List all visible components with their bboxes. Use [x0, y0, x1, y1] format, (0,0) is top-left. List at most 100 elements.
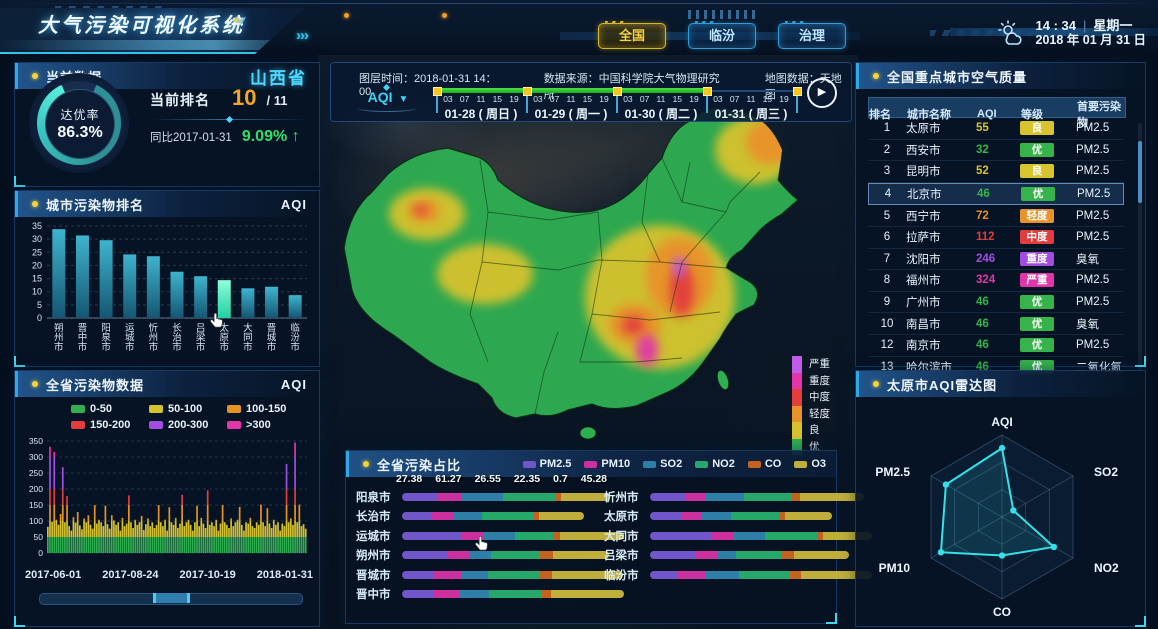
- mouse-cursor: [475, 535, 488, 551]
- timeline-marker[interactable]: [613, 87, 622, 96]
- sun-cloud-icon: [997, 20, 1022, 45]
- share-segment: [461, 492, 504, 501]
- header-streak: [950, 28, 1158, 36]
- share-row-临汾市[interactable]: 临汾市: [604, 565, 872, 585]
- share-segment: [402, 492, 438, 501]
- aqi-band-legend: 0-50 50-100 100-150 150-200 200-300 >300: [15, 397, 319, 431]
- yoy-value: 9.09% ↑: [241, 128, 300, 145]
- timeline-marker[interactable]: [793, 87, 802, 96]
- share-segment: [402, 590, 435, 599]
- svg-text:250: 250: [29, 468, 43, 478]
- share-segment: [793, 551, 849, 560]
- table-row-南昌市[interactable]: 10 南昌市 46 优臭氧: [868, 313, 1124, 335]
- panel-title: 太原市AQI雷达图: [887, 377, 998, 393]
- legend-item: 100-150: [227, 403, 305, 415]
- table-row-沈阳市[interactable]: 7 沈阳市 246 重度 臭氧: [868, 249, 1124, 271]
- table-row-南京市[interactable]: 12 南京市 46 优 PM2.5: [868, 335, 1124, 357]
- clock-separator: |: [1083, 18, 1087, 33]
- timeline-day[interactable]: 03 07 11 15 19 01-29 ( 周一 ): [533, 94, 609, 121]
- share-row-大同市[interactable]: 大同市: [604, 526, 872, 546]
- svg-text:50: 50: [34, 532, 44, 542]
- panel-pollution-share: 全省污染占比 PM2.5 PM10 SO2 NO2 CO O3 阳泉市 长治市 运城市 27.3…: [345, 450, 872, 624]
- timeline-boundary: [616, 87, 618, 113]
- svg-text:AQI: AQI: [991, 415, 1012, 429]
- share-segment: [800, 492, 865, 501]
- legend-item: 0-50: [71, 403, 149, 415]
- svg-text:忻州市: 忻州市: [149, 322, 159, 353]
- table-row-福州市[interactable]: 8 福州市 324 严重 PM2.5: [868, 270, 1124, 292]
- timeline-day[interactable]: 03 07 11 15 19 01-30 ( 周二 ): [623, 94, 699, 121]
- scrollbar-thumb[interactable]: [1138, 141, 1142, 203]
- tab-临汾[interactable]: 临汾: [688, 21, 756, 49]
- share-segment: [402, 551, 447, 560]
- table-row-北京市[interactable]: 4 北京市 46 优 PM2.5: [868, 182, 1124, 206]
- city-aqi-bar-chart[interactable]: 0 5 10 15 20 25 30 35 朔州市 晋中市 阳泉市 运城市 忻州市 长治市 吕梁市 太原市 大同…: [21, 218, 313, 364]
- header-bar: 大气污染可视化系统 ››› 全国 临汾 治理 14 : 34 | 星期一 2018 …: [0, 0, 1158, 55]
- level-badge: 优: [1020, 338, 1054, 353]
- share-segment: [735, 551, 781, 560]
- svg-text:10: 10: [32, 287, 42, 297]
- share-segment: [459, 590, 490, 599]
- panel-title: 全国重点城市空气质量: [887, 69, 1028, 85]
- share-segment: [743, 492, 793, 501]
- timeline-day[interactable]: 03 07 11 15 19 01-28 ( 周日 ): [443, 94, 519, 121]
- share-segment: [685, 492, 706, 501]
- share-row-运城市[interactable]: 运城市 27.38 61.27 26.55 22.35 0.7 45.28: [356, 473, 624, 546]
- timeline-day[interactable]: 03 07 11 15 19 01-31 ( 周三 ): [713, 94, 789, 121]
- aqi-radar-chart[interactable]: AQI SO2 NO2 CO PM10 PM2.5: [856, 399, 1145, 625]
- header-decor-ticks: [688, 10, 758, 19]
- share-row-长治市[interactable]: 长治市: [356, 507, 585, 527]
- slider-handle[interactable]: [152, 593, 191, 603]
- timeline-slider[interactable]: [39, 593, 303, 605]
- share-segment: [823, 531, 872, 540]
- share-segment: [716, 551, 736, 560]
- tab-治理[interactable]: 治理: [778, 21, 846, 49]
- share-segment: [696, 551, 717, 560]
- table-scrollbar[interactable]: [1138, 123, 1142, 373]
- share-row-阳泉市[interactable]: 阳泉市: [356, 487, 610, 507]
- timeline-marker[interactable]: [523, 87, 532, 96]
- table-row-昆明市[interactable]: 3 昆明市 52 良 PM2.5: [868, 161, 1124, 183]
- share-segment: [462, 570, 488, 579]
- share-segment: [434, 570, 463, 579]
- share-segment: [701, 512, 731, 521]
- x-tick-label: 2017-06-01: [25, 569, 82, 581]
- share-segment: [561, 492, 610, 501]
- share-segment: [705, 492, 744, 501]
- tab-全国[interactable]: 全国: [598, 21, 666, 49]
- share-segment: [402, 512, 432, 521]
- metric-dropdown[interactable]: AQI ▼: [355, 89, 421, 112]
- share-row-晋中市[interactable]: 晋中市: [356, 585, 624, 605]
- table-row-广州市[interactable]: 9 广州市 46 优 PM2.5: [868, 292, 1124, 314]
- timeline-marker[interactable]: [703, 87, 712, 96]
- share-segment: [779, 512, 785, 521]
- play-button[interactable]: ▶: [807, 78, 837, 108]
- panel-city-ranking-header: 城市污染物排名 AQI: [15, 191, 319, 217]
- bullet-icon: [873, 73, 879, 79]
- bullet-icon: [32, 381, 38, 387]
- share-segment: [431, 512, 454, 521]
- yoy-label: 同比2017-01-31: [150, 132, 232, 144]
- table-row-西安市[interactable]: 2 西安市 32 优 PM2.5: [868, 140, 1124, 162]
- table-row-拉萨市[interactable]: 6 拉萨市 112 中度 PM2.5: [868, 227, 1124, 249]
- province-aqi-series-chart[interactable]: 0 50 100 150 200 250 300 350: [21, 437, 313, 565]
- level-badge: 良: [1020, 164, 1054, 179]
- share-segment: [559, 531, 624, 540]
- share-row-朔州市[interactable]: 朔州市: [356, 546, 609, 566]
- share-row-吕梁市[interactable]: 吕梁市: [604, 546, 849, 566]
- timeline-marker[interactable]: [433, 87, 442, 96]
- bullet-icon: [32, 201, 38, 207]
- level-badge: 良: [1020, 121, 1054, 136]
- rank-value: 10: [232, 85, 257, 110]
- share-row-晋城市[interactable]: 晋城市: [356, 565, 623, 585]
- china-pollution-map[interactable]: [330, 62, 850, 447]
- svg-text:100: 100: [29, 516, 43, 526]
- share-row-忻州市[interactable]: 忻州市: [604, 487, 865, 507]
- table-row-西宁市[interactable]: 5 西宁市 72 轻度 PM2.5: [868, 205, 1124, 227]
- corner-accent: [1135, 356, 1146, 367]
- svg-text:SO2: SO2: [1094, 465, 1118, 479]
- map-timeline[interactable]: 03 07 11 15 19 01-28 ( 周日 ) 03 07 11 15 19 01-29 ( …: [433, 87, 802, 121]
- table-row-太原市[interactable]: 1 太原市 55 良 PM2.5: [868, 118, 1124, 140]
- share-row-太原市[interactable]: 太原市: [604, 507, 833, 527]
